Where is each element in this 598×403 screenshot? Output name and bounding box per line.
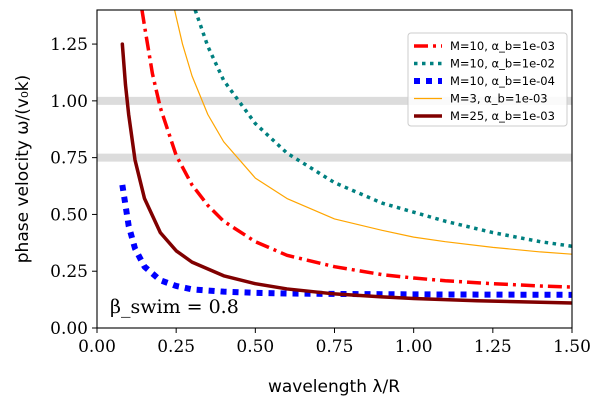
legend-label-1: M=10, α_b=1e-02 bbox=[450, 57, 555, 71]
x-tick-label: 0.50 bbox=[236, 337, 274, 357]
legend: M=10, α_b=1e-03 M=10, α_b=1e-02 M=10, α_b=… bbox=[407, 32, 568, 127]
y-ticks: 0.00 0.25 0.50 0.75 1.00 1.25 bbox=[50, 35, 97, 339]
x-tick-label: 0.00 bbox=[78, 337, 116, 357]
legend-label-2: M=10, α_b=1e-04 bbox=[450, 74, 555, 88]
series-line-1 bbox=[193, 10, 572, 248]
series-line-0 bbox=[140, 10, 572, 289]
y-tick-label: 0.75 bbox=[50, 149, 88, 169]
series-line-4 bbox=[120, 42, 572, 305]
legend-label-4: M=25, α_b=1e-03 bbox=[450, 109, 555, 123]
legend-box bbox=[407, 32, 568, 127]
legend-label-0: M=10, α_b=1e-03 bbox=[450, 39, 555, 53]
series-line-3 bbox=[173, 10, 572, 255]
series-line-2 bbox=[119, 184, 572, 298]
x-tick-label: 1.50 bbox=[553, 337, 591, 357]
x-axis-label: wavelength λ/R bbox=[268, 377, 400, 397]
x-tick-label: 1.25 bbox=[474, 337, 512, 357]
legend-label-3: M=3, α_b=1e-03 bbox=[450, 92, 548, 106]
y-tick-label: 1.00 bbox=[50, 92, 88, 112]
y-tick-label: 0.50 bbox=[50, 205, 88, 225]
series-lines bbox=[119, 10, 572, 305]
x-tick-label: 0.25 bbox=[157, 337, 195, 357]
x-tick-label: 1.00 bbox=[395, 337, 433, 357]
beta-swim-annotation: β_swim = 0.8 bbox=[110, 296, 239, 318]
x-ticks: 0.00 0.25 0.50 0.75 1.00 1.25 1.50 bbox=[78, 328, 591, 357]
y-axis-label: phase velocity ω/(v₀k) bbox=[13, 75, 33, 264]
x-tick-label: 0.75 bbox=[316, 337, 354, 357]
y-tick-label: 0.00 bbox=[50, 319, 88, 339]
y-tick-label: 0.25 bbox=[50, 262, 88, 282]
y-tick-label: 1.25 bbox=[50, 35, 88, 55]
